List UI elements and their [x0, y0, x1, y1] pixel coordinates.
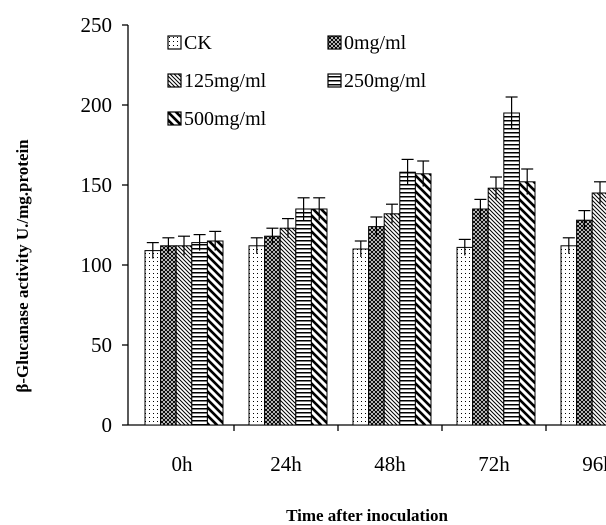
bar [487, 187, 505, 426]
legend-label: 125mg/ml [184, 70, 267, 92]
y-tick-label: 50 [91, 333, 112, 357]
y-tick-label: 0 [102, 413, 113, 437]
x-tick-label: 96h [582, 452, 606, 476]
bar [352, 248, 370, 426]
y-tick-label: 250 [81, 13, 113, 37]
bar [264, 235, 281, 426]
bar [175, 245, 193, 426]
bars [144, 96, 606, 426]
bar [472, 208, 489, 426]
x-tick-label: 0h [172, 452, 194, 476]
bar [206, 240, 224, 426]
bar [191, 242, 208, 426]
bar [576, 219, 593, 426]
legend-label: CK [184, 32, 212, 54]
legend-label: 500mg/ml [184, 108, 267, 130]
bar [560, 245, 578, 426]
legend-label: 250mg/ml [344, 70, 427, 92]
bar [399, 171, 416, 426]
bar [414, 173, 432, 426]
y-axis-label: β-Glucanase activity U./mg.protein [13, 139, 32, 393]
x-tick-label: 24h [270, 452, 302, 476]
axes: 0 50 100 150 200 250 0h 24h 48h 72h 96h [81, 13, 606, 476]
x-axis-label: Time after inoculation [286, 506, 448, 525]
bar [310, 208, 328, 426]
legend-swatch [327, 73, 342, 88]
legend-swatch [327, 35, 342, 50]
legend-swatch [167, 111, 182, 126]
bar [591, 192, 606, 426]
bar [383, 213, 401, 426]
bar [518, 181, 536, 426]
bar [503, 112, 520, 426]
x-tick-label: 48h [374, 452, 406, 476]
y-tick-label: 150 [81, 173, 113, 197]
y-tick-label: 100 [81, 253, 113, 277]
bar [248, 245, 266, 426]
bar [279, 227, 297, 426]
bar [456, 246, 474, 426]
legend-swatch [167, 35, 182, 50]
legend-label: 0mg/ml [344, 32, 407, 54]
bar [295, 208, 312, 426]
y-tick-label: 200 [81, 93, 113, 117]
legend-swatch [167, 73, 182, 88]
legend: CK 0mg/ml 125mg/ml 250mg/ml 500mg/ml [167, 32, 427, 130]
bar [368, 226, 385, 426]
x-tick-label: 72h [478, 452, 510, 476]
bar [160, 245, 177, 426]
bar [144, 250, 162, 426]
